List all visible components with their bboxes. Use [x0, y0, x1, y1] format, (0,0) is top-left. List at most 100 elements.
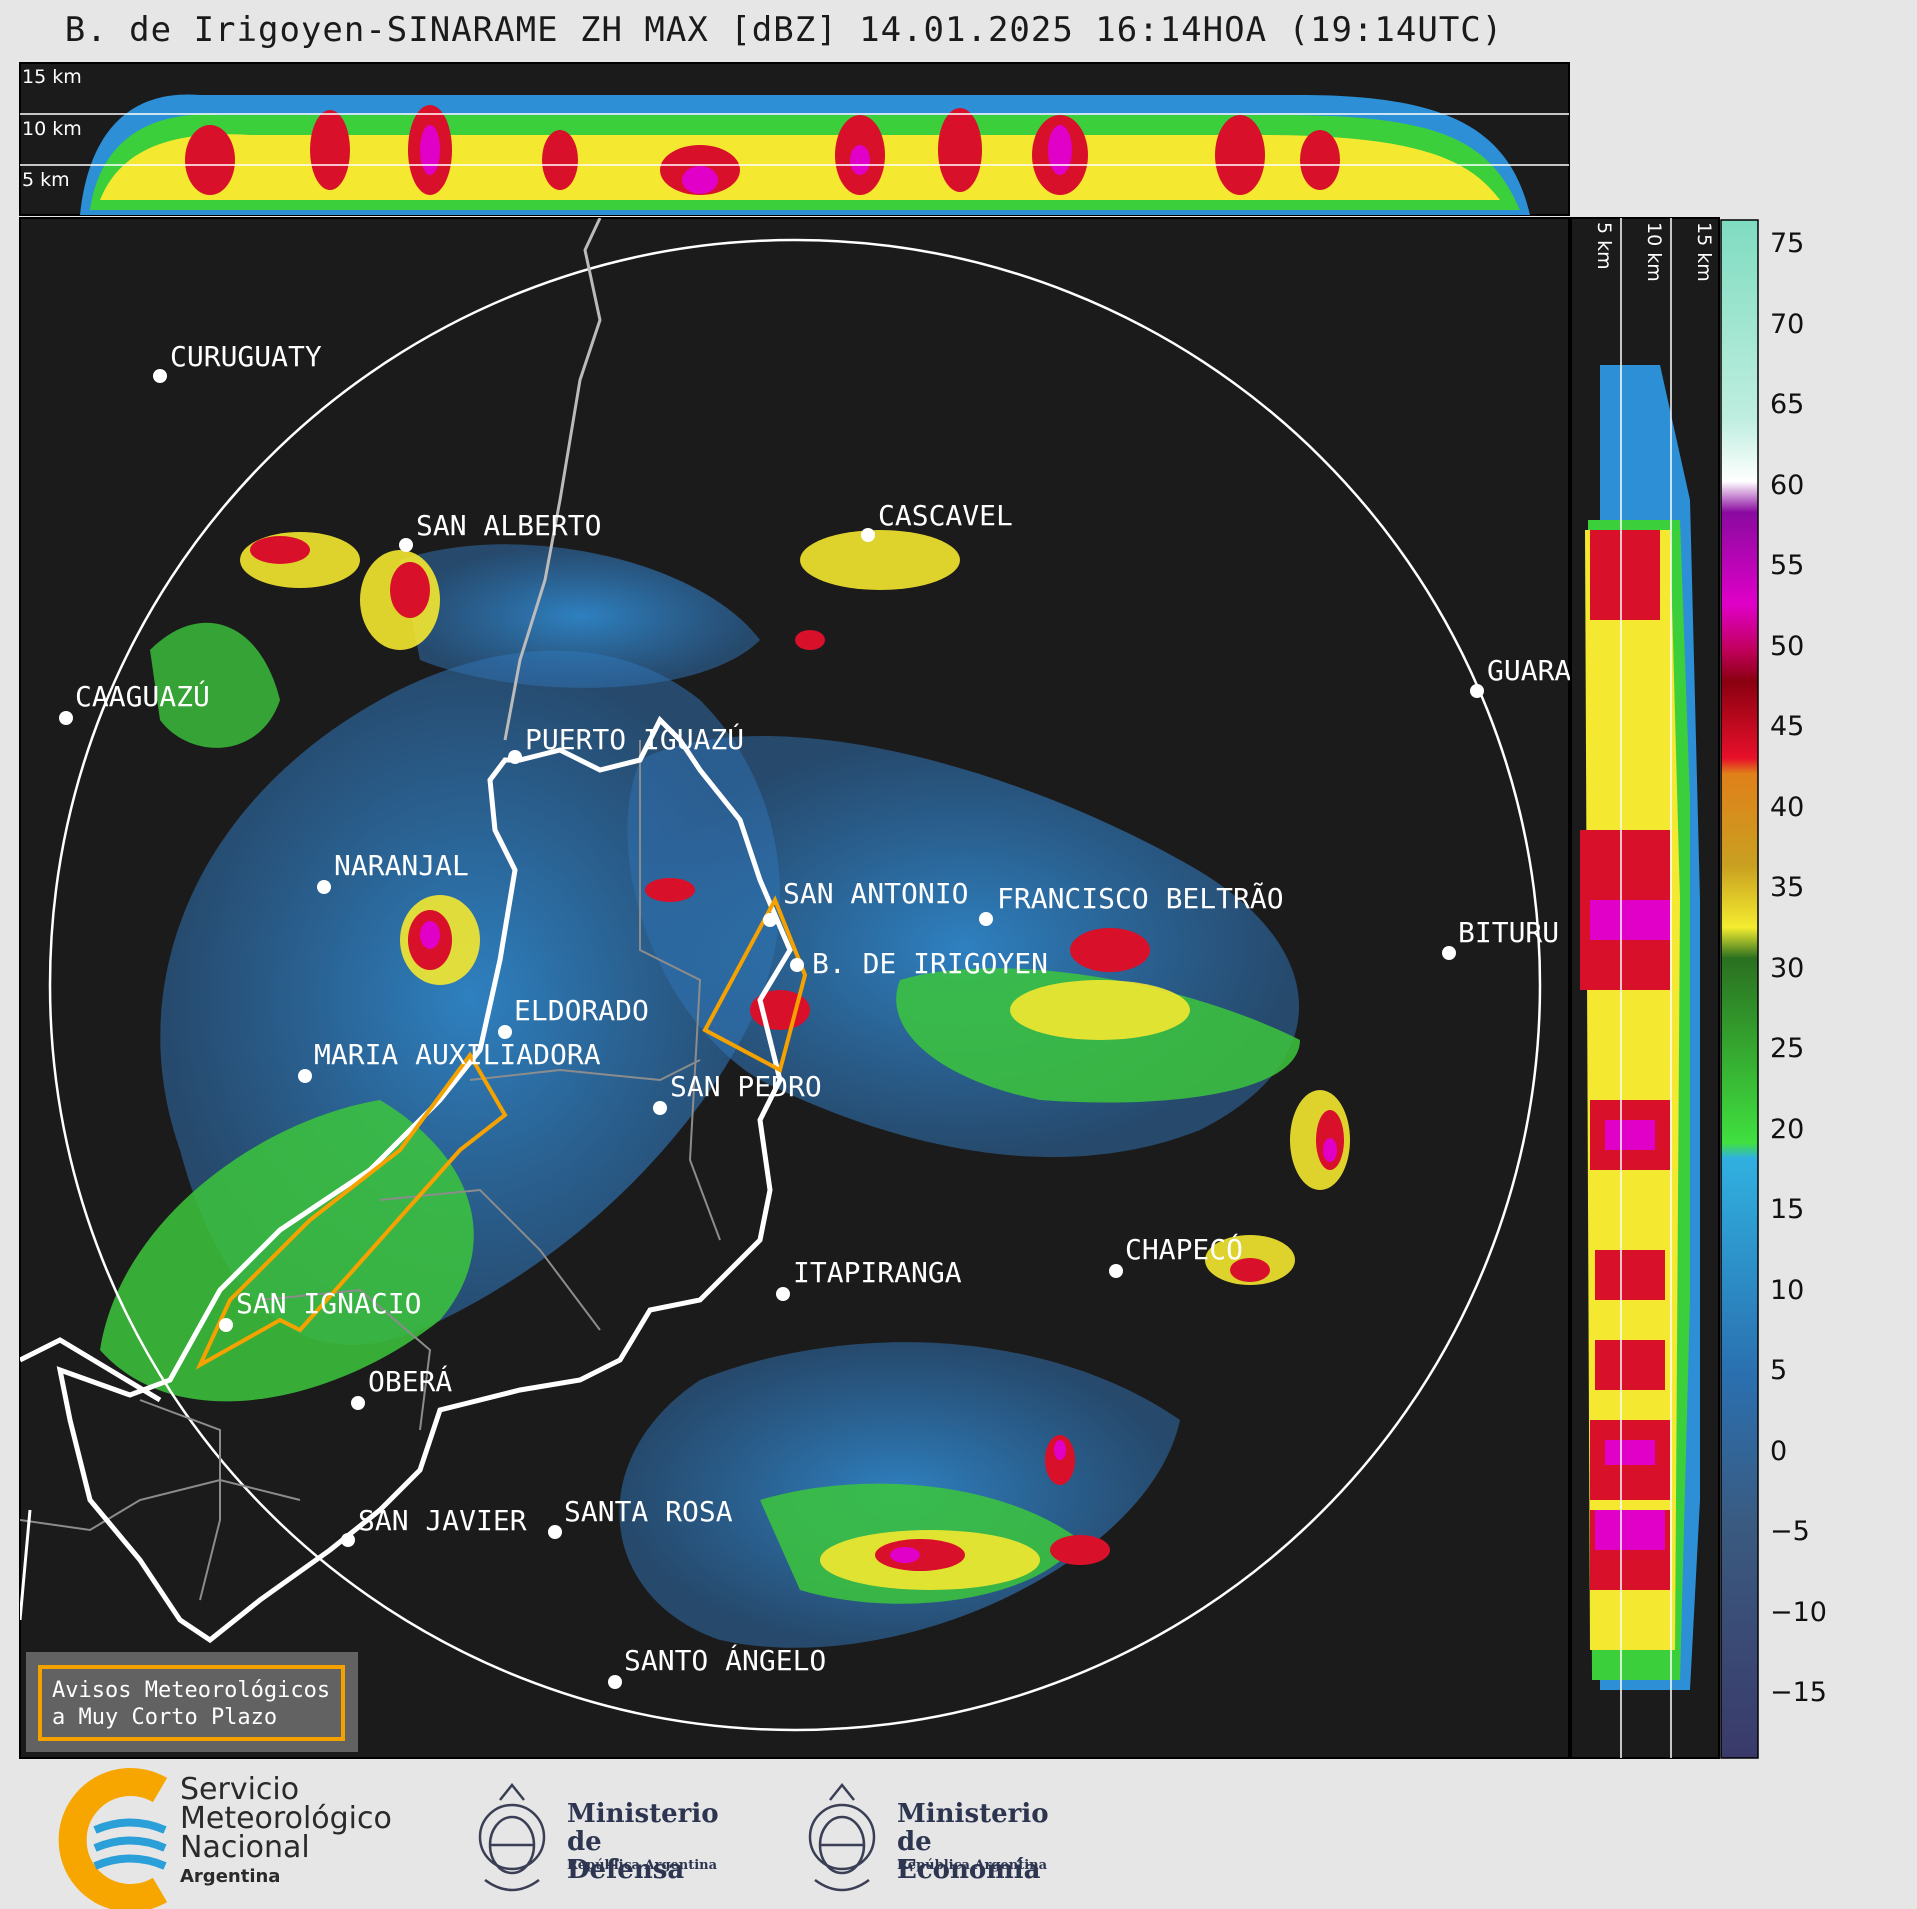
cbar-tick: 75	[1770, 228, 1804, 259]
city-label-maria-auxiliadora: MARIA AUXILIADORA	[314, 1038, 601, 1071]
cbar-tick: −15	[1770, 1677, 1827, 1708]
city-dot-curuguaty	[153, 369, 167, 383]
side-height-profile: 5 km 10 km 15 km	[1570, 217, 1720, 1759]
map-title: B. de Irigoyen-SINARAME ZH MAX [dBZ] 14.…	[64, 10, 1504, 50]
city-dot-santo-angelo	[608, 1675, 622, 1689]
cbar-tick: 35	[1770, 872, 1804, 903]
colorbar: 75 70 65 60 55 50 45 40 35 30 25 20 15 1…	[1720, 219, 1827, 1759]
city-label-puerto-iguazu: PUERTO IGUAZÚ	[525, 722, 744, 756]
defensa-line1: Ministerio	[567, 1799, 719, 1829]
city-label-santa-rosa: SANTA ROSA	[564, 1495, 733, 1528]
cbar-tick: 20	[1770, 1114, 1804, 1145]
radar-map: CURUGUATY SAN ALBERTO CASCAVEL CAAGUAZÚ …	[19, 217, 1571, 1759]
economia-line2: de Economía	[897, 1827, 1041, 1885]
city-dot-san-alberto	[399, 538, 413, 552]
smn-logo-icon	[58, 1768, 168, 1909]
city-label-bituru: BITURU	[1458, 916, 1559, 949]
city-markers	[59, 369, 1484, 1689]
colorbar-scale	[1720, 219, 1759, 1759]
warning-legend-box: Avisos Meteorológicos a Muy Corto Plazo	[26, 1652, 358, 1752]
cbar-tick: 40	[1770, 792, 1804, 823]
cbar-tick: −10	[1770, 1597, 1827, 1628]
city-dot-bituru	[1442, 946, 1456, 960]
coat-of-arms-economia-icon	[808, 1782, 876, 1892]
city-label-curuguaty: CURUGUATY	[170, 340, 322, 373]
economia-sub: República Argentina	[897, 1858, 1048, 1873]
city-dot-obera	[351, 1396, 365, 1410]
colorbar-ticks: 75 70 65 60 55 50 45 40 35 30 25 20 15 1…	[1770, 228, 1827, 1708]
city-dot-eldorado	[498, 1025, 512, 1039]
city-dot-santa-rosa	[548, 1525, 562, 1539]
coat-of-arms-defensa-icon	[478, 1782, 546, 1892]
cbar-tick: 50	[1770, 631, 1804, 662]
reflectivity-echoes	[100, 530, 1350, 1648]
city-dot-itapiranga	[776, 1287, 790, 1301]
city-label-cascavel: CASCAVEL	[878, 499, 1013, 532]
city-label-caaguazu: CAAGUAZÚ	[75, 679, 210, 713]
range-ring	[48, 238, 1542, 1732]
city-label-santo-angelo: SANTO ÁNGELO	[624, 1643, 826, 1677]
cbar-tick: 60	[1770, 470, 1804, 501]
city-label-guara: GUARA	[1487, 654, 1571, 687]
city-dot-san-pedro	[653, 1101, 667, 1115]
city-label-francisco-beltrao: FRANCISCO BELTRÃO	[997, 882, 1284, 915]
cbar-tick: 0	[1770, 1436, 1787, 1467]
cbar-tick: 70	[1770, 309, 1804, 340]
city-label-san-antonio: SAN ANTONIO	[783, 877, 968, 910]
cbar-tick: 10	[1770, 1275, 1804, 1306]
city-label-b-de-irigoyen: B. DE IRIGOYEN	[812, 947, 1048, 980]
top-label-5km: 5 km	[22, 169, 70, 191]
smn-line4: Argentina	[180, 1866, 281, 1887]
city-dot-caaguazu	[59, 711, 73, 725]
city-label-san-javier: SAN JAVIER	[358, 1504, 527, 1537]
smn-line1: Servicio	[180, 1772, 300, 1807]
warning-polygons	[195, 895, 808, 1370]
top-label-15km: 15 km	[22, 66, 82, 88]
warning-legend-line2: a Muy Corto Plazo	[52, 1705, 277, 1730]
smn-line3: Nacional	[180, 1830, 310, 1865]
city-dot-san-ignacio	[219, 1318, 233, 1332]
top-label-10km: 10 km	[22, 118, 82, 140]
city-label-naranjal: NARANJAL	[334, 849, 469, 882]
city-label-eldorado: ELDORADO	[514, 994, 649, 1027]
side-label-10km: 10 km	[1643, 222, 1665, 282]
city-dot-san-antonio	[763, 913, 777, 927]
cbar-tick: 55	[1770, 550, 1804, 581]
city-dot-puerto-iguazu	[508, 750, 522, 764]
cbar-tick: 25	[1770, 1033, 1804, 1064]
department-borders	[20, 740, 721, 1601]
smn-logo-text: Servicio Meteorológico Nacional Argentin…	[180, 1775, 392, 1891]
city-dot-maria-auxiliadora	[298, 1069, 312, 1083]
economia-line1: Ministerio	[897, 1799, 1049, 1829]
cbar-tick: 15	[1770, 1194, 1804, 1225]
side-label-5km: 5 km	[1593, 222, 1615, 270]
smn-line2: Meteorológico	[180, 1801, 392, 1836]
city-dot-francisco-beltrao	[979, 912, 993, 926]
city-dot-b-de-irigoyen	[790, 958, 804, 972]
cbar-tick: 45	[1770, 711, 1804, 742]
international-border	[56, 715, 793, 1644]
defensa-line2: de Defensa	[567, 1827, 685, 1885]
city-dot-cascavel	[861, 528, 875, 542]
river-border	[503, 218, 602, 741]
city-label-itapiranga: ITAPIRANGA	[793, 1256, 962, 1289]
cbar-tick: 65	[1770, 389, 1804, 420]
city-label-obera: OBERÁ	[368, 1364, 452, 1398]
cbar-tick: 30	[1770, 953, 1804, 984]
city-label-san-ignacio: SAN IGNACIO	[236, 1287, 421, 1320]
city-dot-san-javier	[341, 1533, 355, 1547]
city-label-san-pedro: SAN PEDRO	[670, 1070, 822, 1103]
city-dot-chapeco	[1109, 1264, 1123, 1278]
city-labels: CURUGUATY SAN ALBERTO CASCAVEL CAAGUAZÚ …	[75, 340, 1571, 1677]
city-dot-naranjal	[317, 880, 331, 894]
cbar-tick: 5	[1770, 1355, 1787, 1386]
warning-legend-line1: Avisos Meteorológicos	[52, 1678, 330, 1703]
top-height-profile: 15 km 10 km 5 km	[19, 62, 1570, 216]
defensa-sub: República Argentina	[567, 1858, 718, 1873]
cbar-tick: −5	[1770, 1516, 1810, 1547]
city-label-chapeco: CHAPECÓ	[1125, 1232, 1243, 1266]
city-dot-guara	[1470, 684, 1484, 698]
side-label-15km: 15 km	[1693, 222, 1715, 282]
city-label-san-alberto: SAN ALBERTO	[416, 509, 601, 542]
